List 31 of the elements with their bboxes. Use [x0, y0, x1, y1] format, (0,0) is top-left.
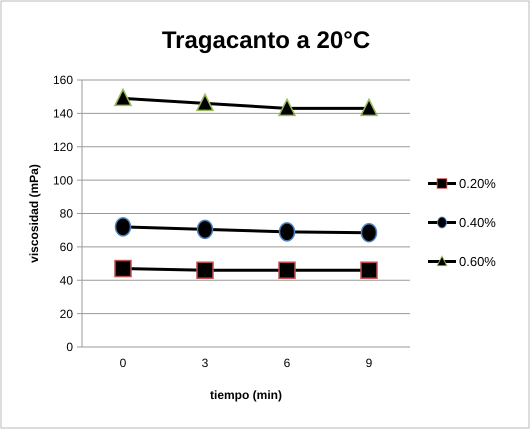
point: [114, 217, 132, 237]
legend-label: 0.40%: [459, 215, 496, 230]
point: [360, 222, 378, 242]
point: [196, 94, 214, 112]
point: [360, 98, 378, 116]
point: [278, 98, 296, 116]
point: [196, 220, 214, 240]
y-tick-label: 140: [52, 106, 74, 121]
point: [114, 260, 132, 278]
y-tick-label: 100: [52, 173, 74, 188]
legend-label: 0.20%: [459, 176, 496, 192]
y-axis-title: viscosidad (mPa): [27, 164, 41, 263]
point: [278, 261, 296, 279]
legend-label: 0.60%: [459, 254, 496, 270]
y-tick-label: 40: [60, 273, 74, 288]
point: [360, 261, 378, 279]
y-tick-label: 60: [60, 240, 74, 254]
y-tick-label: 80: [60, 206, 74, 221]
x-tick-label: 9: [366, 356, 373, 370]
point: [114, 88, 132, 106]
x-tick-label: 6: [284, 356, 291, 370]
y-tick-label: 0: [66, 340, 74, 354]
x-tick-label: 3: [202, 356, 209, 370]
x-axis-title: tiempo (min): [210, 388, 282, 402]
x-tick-label: 0: [120, 356, 127, 370]
point: [196, 261, 214, 279]
y-tick-label: 120: [52, 140, 74, 154]
y-tick-label: 20: [60, 306, 74, 321]
y-tick-label: 160: [52, 73, 74, 88]
chart-title: Tragacanto a 20°C: [162, 27, 370, 54]
point: [278, 222, 296, 242]
